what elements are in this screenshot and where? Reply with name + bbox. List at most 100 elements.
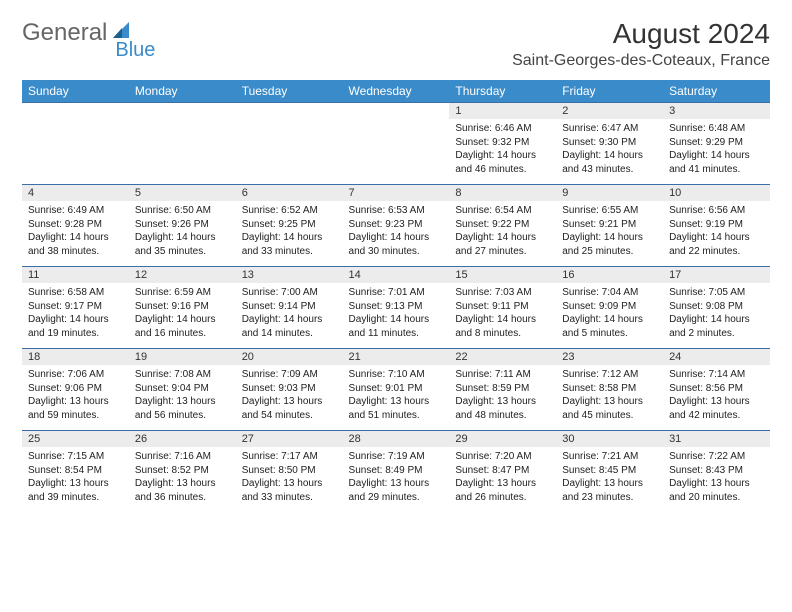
daylight-line: Daylight: 14 hours and 35 minutes. [135,231,230,258]
calendar-day-cell: 7Sunrise: 6:53 AMSunset: 9:23 PMDaylight… [343,185,450,267]
day-details: Sunrise: 6:55 AMSunset: 9:21 PMDaylight:… [556,201,663,266]
sunset-line: Sunset: 9:30 PM [562,136,657,150]
calendar-week-row: 18Sunrise: 7:06 AMSunset: 9:06 PMDayligh… [22,349,770,431]
daylight-line: Daylight: 13 hours and 33 minutes. [242,477,337,504]
daylight-line: Daylight: 14 hours and 8 minutes. [455,313,550,340]
sunset-line: Sunset: 8:49 PM [349,464,444,478]
day-details: Sunrise: 7:01 AMSunset: 9:13 PMDaylight:… [343,283,450,348]
calendar-table: SundayMondayTuesdayWednesdayThursdayFrid… [22,80,770,512]
calendar-day-cell: 24Sunrise: 7:14 AMSunset: 8:56 PMDayligh… [663,349,770,431]
sunset-line: Sunset: 9:19 PM [669,218,764,232]
daylight-line: Daylight: 14 hours and 38 minutes. [28,231,123,258]
daylight-line: Daylight: 14 hours and 25 minutes. [562,231,657,258]
calendar-day-cell [22,103,129,185]
calendar-day-cell [343,103,450,185]
day-header: Sunday [22,80,129,103]
sunrise-line: Sunrise: 7:09 AM [242,368,337,382]
day-number: 2 [556,103,663,119]
sunset-line: Sunset: 9:25 PM [242,218,337,232]
daylight-line: Daylight: 13 hours and 45 minutes. [562,395,657,422]
daylight-line: Daylight: 13 hours and 29 minutes. [349,477,444,504]
sunset-line: Sunset: 9:04 PM [135,382,230,396]
day-details: Sunrise: 7:00 AMSunset: 9:14 PMDaylight:… [236,283,343,348]
sunset-line: Sunset: 9:01 PM [349,382,444,396]
day-details: Sunrise: 7:16 AMSunset: 8:52 PMDaylight:… [129,447,236,512]
day-details: Sunrise: 6:49 AMSunset: 9:28 PMDaylight:… [22,201,129,266]
day-number: 9 [556,185,663,201]
calendar-day-cell: 27Sunrise: 7:17 AMSunset: 8:50 PMDayligh… [236,431,343,513]
day-header: Monday [129,80,236,103]
sunrise-line: Sunrise: 7:03 AM [455,286,550,300]
sunrise-line: Sunrise: 6:59 AM [135,286,230,300]
sunrise-line: Sunrise: 7:22 AM [669,450,764,464]
day-number: 28 [343,431,450,447]
day-details: Sunrise: 6:53 AMSunset: 9:23 PMDaylight:… [343,201,450,266]
day-details: Sunrise: 7:17 AMSunset: 8:50 PMDaylight:… [236,447,343,512]
calendar-day-cell: 2Sunrise: 6:47 AMSunset: 9:30 PMDaylight… [556,103,663,185]
sunrise-line: Sunrise: 6:46 AM [455,122,550,136]
day-number: 24 [663,349,770,365]
day-details: Sunrise: 7:03 AMSunset: 9:11 PMDaylight:… [449,283,556,348]
sunrise-line: Sunrise: 7:08 AM [135,368,230,382]
day-details: Sunrise: 6:54 AMSunset: 9:22 PMDaylight:… [449,201,556,266]
day-number: 3 [663,103,770,119]
sunset-line: Sunset: 9:21 PM [562,218,657,232]
day-header: Friday [556,80,663,103]
calendar-day-cell: 16Sunrise: 7:04 AMSunset: 9:09 PMDayligh… [556,267,663,349]
sunset-line: Sunset: 9:17 PM [28,300,123,314]
day-details: Sunrise: 6:56 AMSunset: 9:19 PMDaylight:… [663,201,770,266]
day-details: Sunrise: 7:12 AMSunset: 8:58 PMDaylight:… [556,365,663,430]
day-details: Sunrise: 6:46 AMSunset: 9:32 PMDaylight:… [449,119,556,184]
daylight-line: Daylight: 14 hours and 30 minutes. [349,231,444,258]
day-details: Sunrise: 6:58 AMSunset: 9:17 PMDaylight:… [22,283,129,348]
day-details: Sunrise: 7:09 AMSunset: 9:03 PMDaylight:… [236,365,343,430]
daylight-line: Daylight: 14 hours and 19 minutes. [28,313,123,340]
sunset-line: Sunset: 9:09 PM [562,300,657,314]
calendar-day-cell: 13Sunrise: 7:00 AMSunset: 9:14 PMDayligh… [236,267,343,349]
day-details: Sunrise: 7:14 AMSunset: 8:56 PMDaylight:… [663,365,770,430]
daylight-line: Daylight: 13 hours and 56 minutes. [135,395,230,422]
day-number: 25 [22,431,129,447]
day-details: Sunrise: 7:11 AMSunset: 8:59 PMDaylight:… [449,365,556,430]
day-details: Sunrise: 7:22 AMSunset: 8:43 PMDaylight:… [663,447,770,512]
sunrise-line: Sunrise: 6:53 AM [349,204,444,218]
sunset-line: Sunset: 9:06 PM [28,382,123,396]
calendar-day-cell: 10Sunrise: 6:56 AMSunset: 9:19 PMDayligh… [663,185,770,267]
daylight-line: Daylight: 14 hours and 22 minutes. [669,231,764,258]
day-header: Tuesday [236,80,343,103]
calendar-day-cell: 6Sunrise: 6:52 AMSunset: 9:25 PMDaylight… [236,185,343,267]
calendar-day-cell: 20Sunrise: 7:09 AMSunset: 9:03 PMDayligh… [236,349,343,431]
location-label: Saint-Georges-des-Coteaux, France [512,52,770,70]
day-details: Sunrise: 6:59 AMSunset: 9:16 PMDaylight:… [129,283,236,348]
sunrise-line: Sunrise: 7:06 AM [28,368,123,382]
day-number: 30 [556,431,663,447]
day-details: Sunrise: 7:10 AMSunset: 9:01 PMDaylight:… [343,365,450,430]
day-number: 23 [556,349,663,365]
sunrise-line: Sunrise: 7:10 AM [349,368,444,382]
sunrise-line: Sunrise: 6:55 AM [562,204,657,218]
sunset-line: Sunset: 9:08 PM [669,300,764,314]
sunset-line: Sunset: 9:23 PM [349,218,444,232]
sunset-line: Sunset: 9:16 PM [135,300,230,314]
day-number: 11 [22,267,129,283]
day-number: 29 [449,431,556,447]
daylight-line: Daylight: 13 hours and 51 minutes. [349,395,444,422]
day-number: 31 [663,431,770,447]
sunrise-line: Sunrise: 7:14 AM [669,368,764,382]
calendar-day-cell: 15Sunrise: 7:03 AMSunset: 9:11 PMDayligh… [449,267,556,349]
day-details: Sunrise: 6:47 AMSunset: 9:30 PMDaylight:… [556,119,663,184]
sunset-line: Sunset: 8:45 PM [562,464,657,478]
day-details: Sunrise: 6:52 AMSunset: 9:25 PMDaylight:… [236,201,343,266]
sunrise-line: Sunrise: 6:47 AM [562,122,657,136]
sunrise-line: Sunrise: 6:48 AM [669,122,764,136]
calendar-day-cell: 18Sunrise: 7:06 AMSunset: 9:06 PMDayligh… [22,349,129,431]
daylight-line: Daylight: 13 hours and 54 minutes. [242,395,337,422]
day-number: 8 [449,185,556,201]
day-number: 4 [22,185,129,201]
daylight-line: Daylight: 14 hours and 46 minutes. [455,149,550,176]
daylight-line: Daylight: 13 hours and 36 minutes. [135,477,230,504]
sunrise-line: Sunrise: 6:50 AM [135,204,230,218]
calendar-day-cell [129,103,236,185]
day-number: 1 [449,103,556,119]
sunrise-line: Sunrise: 6:52 AM [242,204,337,218]
